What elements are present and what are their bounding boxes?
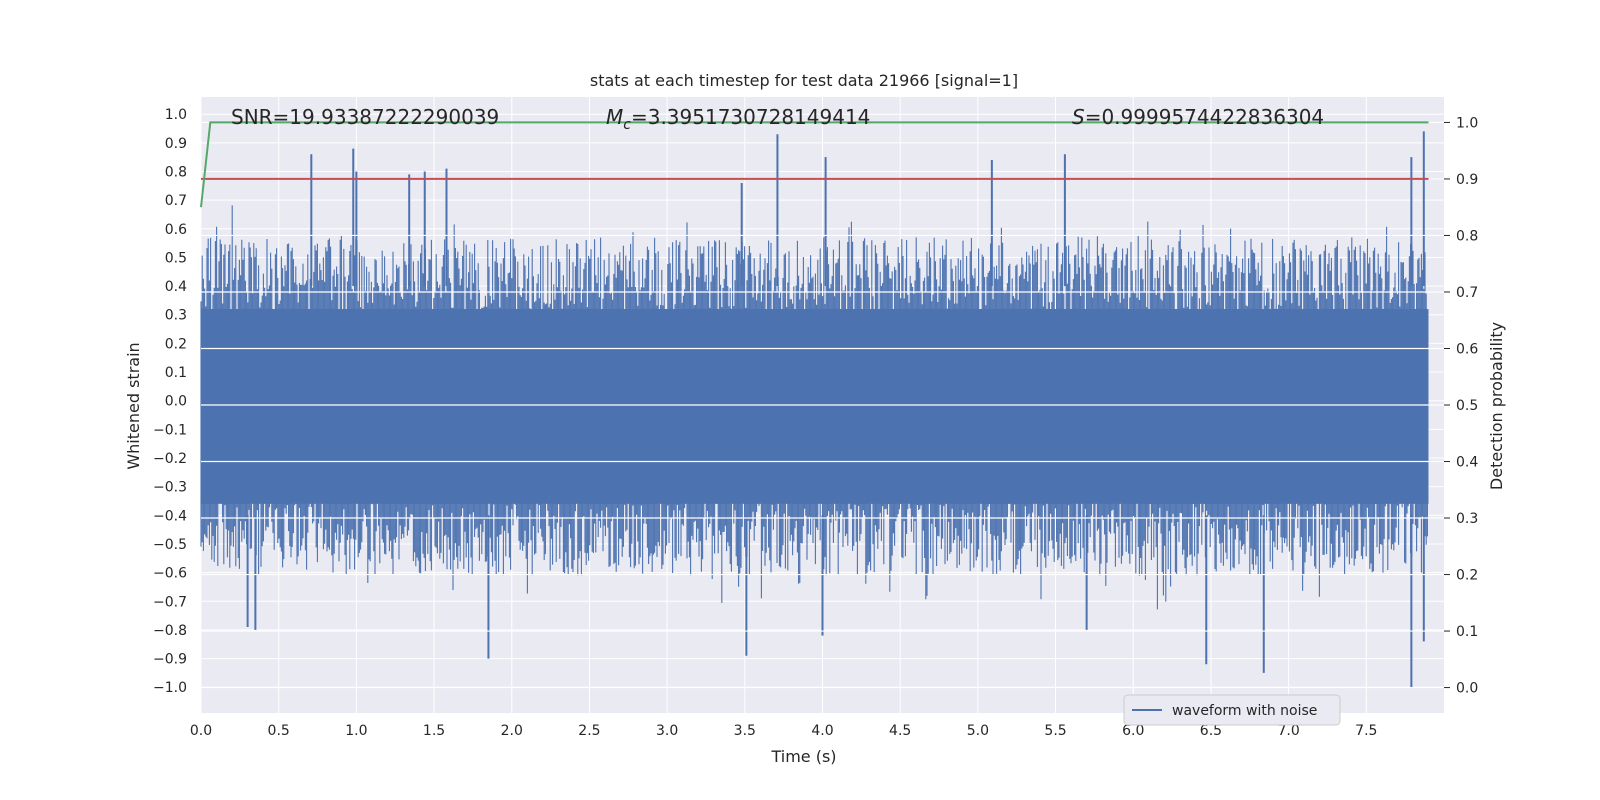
x-tick-label: 1.0 — [345, 723, 367, 739]
significance-annotation: S=0.9999574422836304 — [1072, 105, 1324, 129]
x-tick-label: 3.5 — [734, 723, 756, 739]
legend: waveform with noise — [1123, 694, 1341, 726]
y-left-tick-label: 0.6 — [165, 222, 187, 238]
y-left-axis-label: Whitened strain — [124, 342, 143, 469]
y-left-tick-label: −0.7 — [153, 594, 187, 610]
y-left-tick-label: −0.4 — [153, 508, 187, 524]
x-axis-ticks: 0.0 0.5 1.0 1.5 2.0 2.5 3.0 3.5 4.0 4.5 5.0 5.5 6.0 6… — [190, 723, 1378, 739]
detection-probability-line — [200, 121, 1429, 208]
chirp-mass-symbol: M — [606, 105, 623, 129]
y-right-tick-label: 0.6 — [1456, 341, 1478, 357]
chart-title: stats at each timestep for test data 219… — [590, 71, 1018, 90]
overlay-lines — [200, 121, 1444, 689]
legend-box — [1123, 694, 1341, 726]
y-right-tick-label: 0.1 — [1456, 624, 1478, 640]
waveform-noise — [200, 205, 1428, 610]
y-right-tick-label: 0.4 — [1456, 455, 1478, 471]
waveform-series — [200, 131, 1429, 688]
chirp-mass-subscript: c — [623, 117, 631, 133]
y-left-tick-label: 0.9 — [165, 136, 187, 152]
x-tick-label: 1.5 — [423, 723, 445, 739]
y-left-tick-label: −0.1 — [153, 422, 187, 438]
significance-symbol: S — [1072, 105, 1085, 129]
y-right-tick-label: 0.8 — [1456, 228, 1478, 244]
x-tick-label: 4.0 — [811, 723, 833, 739]
x-tick-label: 5.0 — [967, 723, 989, 739]
y-right-tick-label: 0.2 — [1456, 568, 1478, 584]
y-left-tick-label: 0.3 — [165, 308, 187, 324]
y-left-tick-label: 0.0 — [165, 394, 187, 410]
y-left-tick-label: −1.0 — [153, 680, 187, 696]
y-left-tick-label: 0.4 — [165, 279, 187, 295]
y-left-axis-ticks: 1.0 0.9 0.8 0.7 0.6 0.5 0.4 0.3 0.2 0.1 0.0 −0.1 −0.… — [153, 107, 187, 696]
y-left-tick-label: 0.1 — [165, 365, 187, 381]
significance-value: =0.9999574422836304 — [1085, 105, 1324, 129]
y-left-tick-label: −0.8 — [153, 623, 187, 639]
chirp-mass-annotation: Mc=3.3951730728149414 — [606, 105, 870, 133]
y-right-axis-label: Detection probability — [1487, 322, 1506, 490]
y-right-tick-label: 0.5 — [1456, 398, 1478, 414]
y-right-tick-label: 1.0 — [1456, 115, 1478, 131]
y-right-tick-label: 0.0 — [1456, 681, 1478, 697]
y-right-axis-ticks: 1.0 0.9 0.8 0.7 0.6 0.5 0.4 0.3 0.2 0.1 0.0 — [1444, 115, 1478, 697]
y-left-tick-label: −0.3 — [153, 480, 187, 496]
y-left-tick-label: 0.2 — [165, 336, 187, 352]
snr-annotation: SNR=19.93387222290039 — [231, 105, 499, 129]
y-left-tick-label: −0.5 — [153, 537, 187, 553]
y-right-tick-label: 0.7 — [1456, 285, 1478, 301]
y-left-tick-label: 0.5 — [165, 250, 187, 266]
x-tick-label: 7.5 — [1355, 723, 1377, 739]
y-left-tick-label: 0.8 — [165, 164, 187, 180]
y-left-tick-label: −0.9 — [153, 652, 187, 668]
x-tick-label: 6.5 — [1200, 723, 1222, 739]
x-tick-label: 6.0 — [1122, 723, 1144, 739]
chirp-mass-value: =3.3951730728149414 — [631, 105, 870, 129]
x-tick-label: 7.0 — [1277, 723, 1299, 739]
x-tick-label: 4.5 — [889, 723, 911, 739]
x-tick-label: 0.5 — [268, 723, 290, 739]
y-left-tick-label: 0.7 — [165, 193, 187, 209]
x-axis-label: Time (s) — [770, 747, 836, 766]
legend-label: waveform with noise — [1172, 703, 1317, 719]
x-tick-label: 0.0 — [190, 723, 212, 739]
y-left-tick-label: −0.2 — [153, 451, 187, 467]
x-tick-label: 5.5 — [1044, 723, 1066, 739]
y-right-tick-label: 0.9 — [1456, 172, 1478, 188]
y-right-tick-label: 0.3 — [1456, 511, 1478, 527]
x-tick-label: 2.5 — [578, 723, 600, 739]
x-tick-label: 3.0 — [656, 723, 678, 739]
y-left-tick-label: 1.0 — [165, 107, 187, 123]
x-tick-label: 2.0 — [501, 723, 523, 739]
y-left-tick-label: −0.6 — [153, 566, 187, 582]
